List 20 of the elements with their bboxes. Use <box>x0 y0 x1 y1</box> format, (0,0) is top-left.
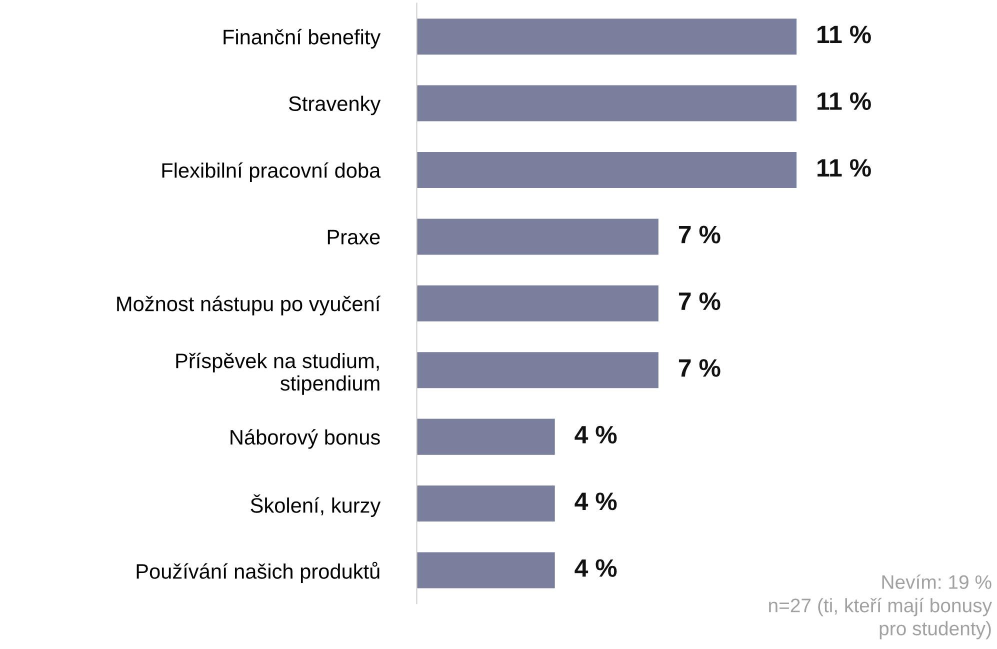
data-label: 4 % <box>574 426 617 444</box>
y-tick-label: Praxe <box>328 230 380 244</box>
data-label: 7 % <box>678 292 720 310</box>
data-label: 4 % <box>574 492 617 510</box>
y-tick-label: Flexibilní pracovní doba <box>162 162 381 182</box>
data-label: 7 % <box>678 359 720 377</box>
data-label: 4 % <box>574 559 617 577</box>
data-label: 11 % <box>818 26 871 44</box>
data-label: 7 % <box>678 226 720 244</box>
y-tick-label: Používání našich produktů <box>136 562 380 583</box>
annotation: n=27 (ti, kteří mají bonusy pro studenty) <box>769 598 992 640</box>
y-tick-label: Náborový bonus <box>230 429 380 449</box>
y-tick-label: Školení, kurzy <box>250 494 381 517</box>
data-label: 11 % <box>818 159 871 177</box>
y-tick-label: Možnost nástupu po vyučení <box>117 296 381 316</box>
data-label: 11 % <box>818 92 871 110</box>
y-tick-label: Stravenky <box>288 96 381 116</box>
y-tick-label: Finanční benefity <box>224 28 381 49</box>
text: Nevím: 19 % <box>882 574 992 589</box>
y-tick-label: Příspěvek na studium, stipendium <box>176 352 380 395</box>
